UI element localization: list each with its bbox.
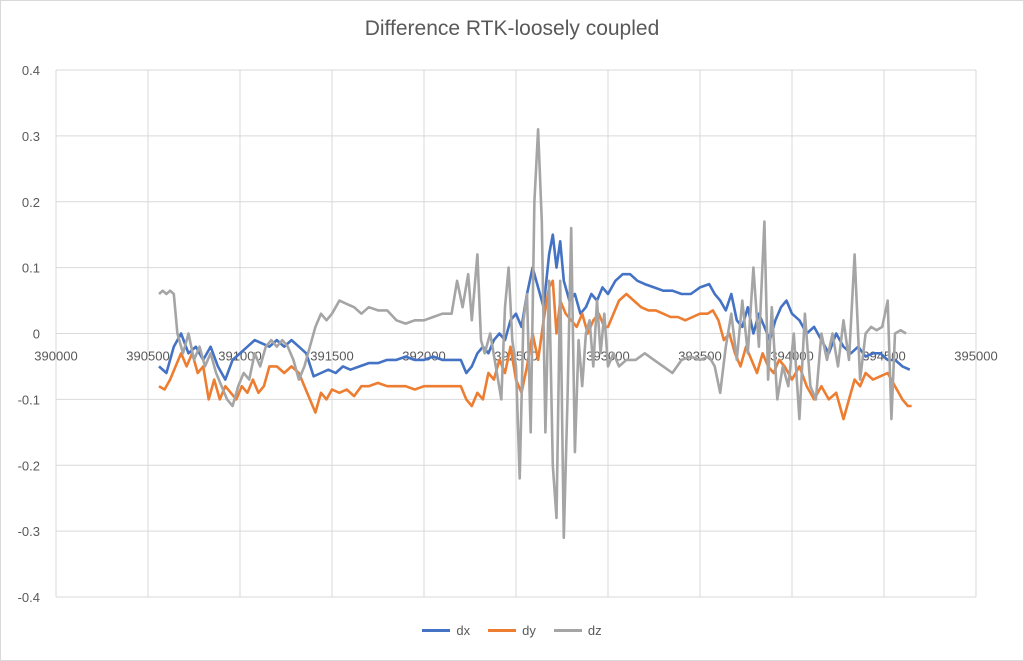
legend-label: dy (522, 623, 536, 638)
legend-swatch (422, 629, 451, 632)
legend: dx dy dz (0, 623, 1024, 638)
y-tick-label: 0.1 (22, 261, 40, 276)
y-tick-label: 0.3 (22, 129, 40, 144)
y-tick-label: 0.4 (22, 63, 40, 78)
legend-swatch (488, 629, 517, 632)
x-tick-label: 393500 (678, 349, 721, 364)
y-tick-label: 0.2 (22, 195, 40, 210)
series-lines (158, 128, 912, 539)
legend-item-dz: dz (553, 623, 602, 638)
y-tick-label: -0.4 (18, 590, 40, 605)
legend-item-dy: dy (488, 623, 536, 638)
y-tick-label: -0.2 (18, 458, 40, 473)
series-line-dz (158, 128, 907, 539)
chart-title: Difference RTK-loosely coupled (364, 17, 660, 40)
y-tick-label: -0.1 (18, 392, 40, 407)
legend-item-dx: dx (422, 623, 470, 638)
x-tick-label: 390000 (34, 349, 77, 364)
x-tick-label: 391500 (310, 349, 353, 364)
legend-label: dz (587, 623, 602, 638)
y-tick-label: 0 (33, 327, 40, 342)
x-tick-label: 395000 (954, 349, 997, 364)
series-line-dx (158, 233, 911, 381)
gridlines (55, 69, 977, 598)
x-tick-label: 390500 (126, 349, 169, 364)
legend-label: dx (456, 623, 471, 638)
x-tick-label: 391000 (218, 349, 261, 364)
x-tick-label: 392000 (402, 349, 445, 364)
y-tick-label: -0.3 (18, 524, 40, 539)
legend-swatch (553, 629, 582, 632)
